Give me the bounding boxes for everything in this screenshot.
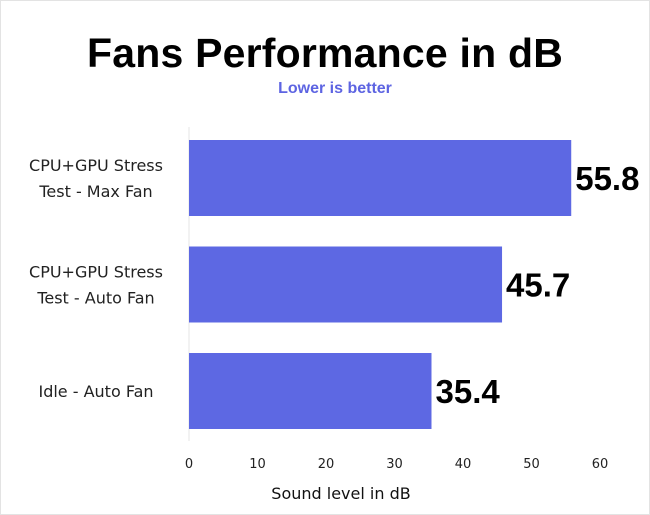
x-tick-label: 50: [523, 457, 540, 472]
chart-title: Fans Performance in dB: [86, 30, 564, 76]
bar-1: [189, 140, 572, 216]
value-label-1: 55.8: [575, 160, 639, 197]
bar-2: [189, 246, 503, 323]
x-tick-label: 40: [455, 457, 472, 472]
category-label-line: Test - Max Fan: [38, 182, 152, 201]
category-label-2: CPU+GPU Stress Test - Auto Fan: [29, 263, 163, 308]
value-label-3: 35.4: [435, 373, 500, 410]
x-axis-label: Sound level in dB: [271, 484, 410, 503]
category-label-1: CPU+GPU Stress Test - Max Fan: [29, 156, 163, 201]
value-label-2: 45.7: [506, 267, 570, 304]
category-label-line: Idle - Auto Fan: [38, 382, 153, 401]
x-tick-label: 20: [318, 457, 335, 472]
category-label-line: CPU+GPU Stress: [29, 263, 163, 282]
category-label-line: CPU+GPU Stress: [29, 156, 163, 175]
x-tick-label: 0: [185, 457, 193, 472]
chart-subtitle: Lower is better: [278, 80, 392, 97]
category-label-line: Test - Auto Fan: [36, 289, 154, 308]
x-tick-label: 60: [592, 457, 609, 472]
category-label-3: Idle - Auto Fan: [38, 382, 153, 401]
bar-3: [189, 353, 432, 429]
x-tick-label: 30: [386, 457, 403, 472]
x-tick-label: 10: [249, 457, 266, 472]
